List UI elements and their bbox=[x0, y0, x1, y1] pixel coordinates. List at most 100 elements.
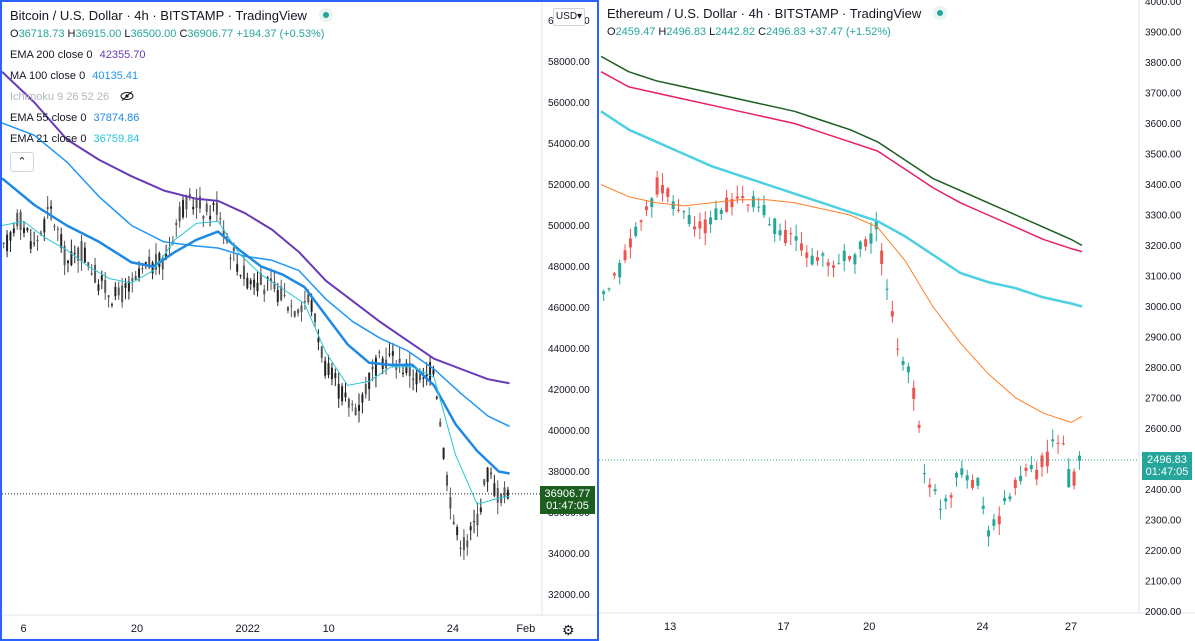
candle-body bbox=[391, 351, 394, 356]
candle-body bbox=[949, 495, 953, 498]
indicator-ema200[interactable]: EMA 200 close 0 42355.70 bbox=[10, 49, 146, 61]
series-line bbox=[600, 71, 1083, 253]
candle-body bbox=[992, 519, 996, 526]
candle-body bbox=[121, 285, 124, 303]
candle-body bbox=[971, 480, 975, 488]
candle-body bbox=[483, 479, 486, 485]
eth-title-text: Ethereum / U.S. Dollar · 4h · BITSTAMP ·… bbox=[607, 6, 922, 21]
candle-body bbox=[832, 265, 836, 268]
eth-countdown: 01:47:05 bbox=[1145, 465, 1189, 478]
candle-body bbox=[408, 363, 411, 377]
candle-body bbox=[46, 206, 49, 210]
candle-body bbox=[896, 348, 900, 350]
candle-body bbox=[182, 200, 185, 218]
y-tick-label: 2100.00 bbox=[1145, 576, 1182, 587]
candle-body bbox=[826, 262, 830, 266]
candle-body bbox=[618, 262, 622, 278]
candle-body bbox=[138, 268, 141, 278]
eth-chart-pane[interactable]: 2000.002100.002200.002300.002400.002500.… bbox=[599, 0, 1195, 641]
candle-body bbox=[290, 305, 293, 307]
candle-body bbox=[500, 494, 503, 504]
x-tick-label: 10 bbox=[323, 623, 335, 635]
btc-open: 36718.73 bbox=[18, 28, 65, 40]
candle-body bbox=[462, 537, 465, 551]
price-axis bbox=[542, 2, 597, 639]
candle-body bbox=[161, 258, 164, 270]
candle-body bbox=[719, 209, 723, 214]
candle-body bbox=[77, 247, 80, 261]
candle-body bbox=[70, 251, 73, 266]
candle-body bbox=[107, 295, 110, 298]
candle-body bbox=[195, 199, 198, 208]
candle-body bbox=[682, 211, 686, 213]
candle-body bbox=[127, 281, 130, 292]
btc-last-price: 36906.77 bbox=[544, 487, 591, 500]
indicator-ma100[interactable]: MA 100 close 0 40135.41 bbox=[10, 70, 139, 82]
candle-body bbox=[976, 478, 980, 486]
candle-body bbox=[479, 507, 482, 512]
candle-body bbox=[212, 203, 215, 205]
y-tick-label: 3600.00 bbox=[1145, 119, 1182, 130]
market-open-icon bbox=[318, 8, 333, 22]
candle-body bbox=[320, 346, 323, 358]
candle-body bbox=[805, 252, 809, 258]
candle-body bbox=[117, 287, 120, 296]
candle-body bbox=[842, 250, 846, 261]
x-tick-label: 20 bbox=[863, 621, 875, 633]
eth-low: 2442.82 bbox=[715, 26, 756, 38]
y-tick-label: 3400.00 bbox=[1145, 180, 1182, 191]
btc-chart-canvas[interactable]: 32000.0034000.0036000.0038000.0040000.00… bbox=[2, 2, 597, 639]
y-tick-label: 2600.00 bbox=[1145, 424, 1182, 435]
candle-body bbox=[928, 484, 932, 488]
x-tick-label: 13 bbox=[664, 621, 676, 633]
candle-body bbox=[16, 212, 19, 227]
candle-body bbox=[141, 268, 144, 270]
eth-chart-canvas[interactable]: 2000.002100.002200.002300.002400.002500.… bbox=[599, 0, 1195, 641]
candle-body bbox=[280, 286, 283, 301]
candle-body bbox=[644, 206, 648, 211]
candle-body bbox=[222, 229, 225, 236]
collapse-indicators-button[interactable]: ⌃ bbox=[10, 152, 34, 172]
btc-chart-pane[interactable]: 32000.0034000.0036000.0038000.0040000.00… bbox=[0, 0, 599, 641]
candle-body bbox=[358, 405, 361, 412]
market-open-icon bbox=[932, 6, 947, 20]
eth-ohlc: O2459.47 H2496.83 L2442.82 C2496.83 +37.… bbox=[607, 26, 891, 38]
indicator-ema21[interactable]: EMA 21 close 0 36759.84 bbox=[10, 133, 140, 145]
btc-high: 36915.00 bbox=[75, 28, 122, 40]
candle-body bbox=[954, 472, 958, 478]
candle-body bbox=[209, 215, 212, 220]
y-tick-label: 46000.00 bbox=[548, 303, 590, 314]
indicator-ema55[interactable]: EMA 55 close 0 37874.86 bbox=[10, 112, 140, 124]
eth-last-price-tag: 2496.83 01:47:05 bbox=[1142, 451, 1192, 480]
btc-ohlc: O36718.73 H36915.00 L36500.00 C36906.77 … bbox=[10, 28, 325, 40]
settings-gear-icon[interactable]: ⚙ bbox=[562, 622, 575, 638]
candle-body bbox=[39, 233, 42, 235]
candle-body bbox=[741, 195, 745, 198]
y-tick-label: 2900.00 bbox=[1145, 332, 1182, 343]
currency-selector[interactable]: USD▾ bbox=[553, 8, 585, 26]
series-line bbox=[600, 110, 1083, 308]
candle-body bbox=[981, 505, 985, 509]
candle-body bbox=[178, 206, 181, 222]
candle-body bbox=[337, 384, 340, 399]
candle-body bbox=[938, 508, 942, 510]
y-tick-label: 40000.00 bbox=[548, 426, 590, 437]
candle-body bbox=[751, 196, 755, 208]
candle-body bbox=[9, 232, 12, 241]
candle-body bbox=[185, 195, 188, 210]
candle-body bbox=[293, 311, 296, 317]
indicator-ichimoku[interactable]: Ichimoku 9 26 52 26 bbox=[10, 91, 134, 103]
y-tick-label: 2400.00 bbox=[1145, 485, 1182, 496]
x-tick-label: 6 bbox=[21, 623, 27, 635]
candle-body bbox=[371, 366, 374, 370]
eth-change: +37.47 (+1.52%) bbox=[808, 26, 891, 38]
candle-body bbox=[496, 487, 499, 503]
hidden-eye-icon[interactable] bbox=[120, 91, 134, 101]
candle-body bbox=[890, 311, 894, 317]
candle-body bbox=[354, 407, 357, 416]
candle-body bbox=[259, 273, 262, 285]
y-tick-label: 38000.00 bbox=[548, 467, 590, 478]
candle-body bbox=[303, 301, 306, 303]
candle-body bbox=[144, 261, 147, 266]
candle-body bbox=[735, 196, 739, 199]
